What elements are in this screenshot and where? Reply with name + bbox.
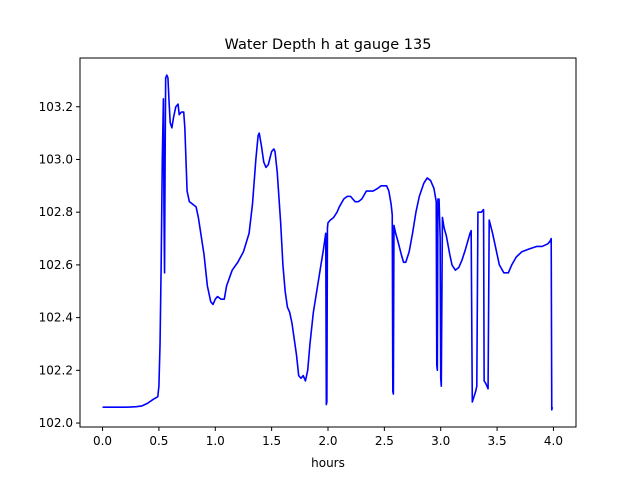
x-tick-label: 0.0	[93, 434, 112, 448]
y-tick-label: 102.4	[39, 311, 73, 325]
x-tick-label: 1.0	[206, 434, 225, 448]
x-tick-label: 1.5	[262, 434, 281, 448]
y-axis: 102.0 102.2 102.4 102.6 102.8 103.0 103.2	[39, 100, 80, 430]
y-tick-label: 102.0	[39, 416, 73, 430]
chart-title: Water Depth h at gauge 135	[225, 37, 432, 53]
x-tick-label: 3.0	[431, 434, 450, 448]
y-tick-label: 103.0	[39, 152, 73, 166]
x-tick-label: 2.5	[375, 434, 394, 448]
series-line-0	[102, 74, 554, 411]
y-tick-label: 102.2	[39, 363, 73, 377]
plot-area	[102, 74, 554, 411]
x-tick-label: 4.0	[544, 434, 563, 448]
x-axis: 0.0 0.5 1.0 1.5 2.0 2.5 3.0 3.5 4.0	[93, 427, 563, 448]
y-tick-label: 102.8	[39, 205, 73, 219]
x-axis-label: hours	[311, 456, 345, 470]
x-tick-label: 0.5	[149, 434, 168, 448]
y-tick-label: 102.6	[39, 258, 73, 272]
y-tick-label: 103.2	[39, 100, 73, 114]
x-tick-label: 2.0	[318, 434, 337, 448]
x-tick-label: 3.5	[488, 434, 507, 448]
